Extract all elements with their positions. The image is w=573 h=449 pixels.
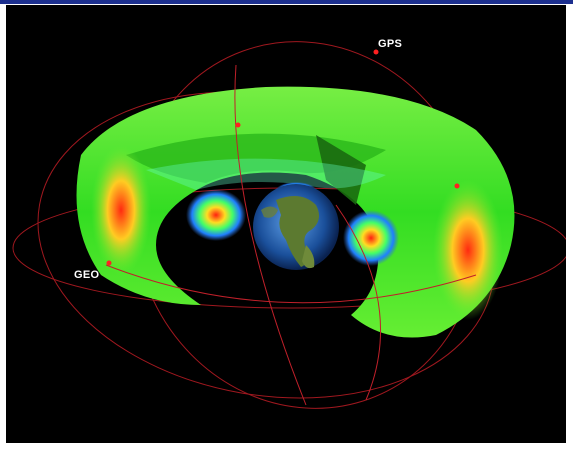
top-frame-bar [0, 0, 573, 4]
geo-label: GEO [74, 269, 100, 281]
satellite-markers [106, 49, 460, 266]
orbit-marker-icon [454, 183, 460, 189]
outer-radiation-belt [76, 86, 515, 338]
belt-illustration [12, 41, 566, 409]
orbit-marker-icon [235, 122, 241, 128]
gps-satellite-icon [373, 49, 379, 55]
bottom-frame-bar [0, 445, 573, 449]
radiation-belt-scene: GPS GEO [6, 5, 566, 443]
gps-label: GPS [378, 38, 403, 50]
orbit-lines-front [105, 64, 477, 406]
geo-satellite-icon [106, 260, 112, 266]
earth-globe [253, 184, 339, 270]
